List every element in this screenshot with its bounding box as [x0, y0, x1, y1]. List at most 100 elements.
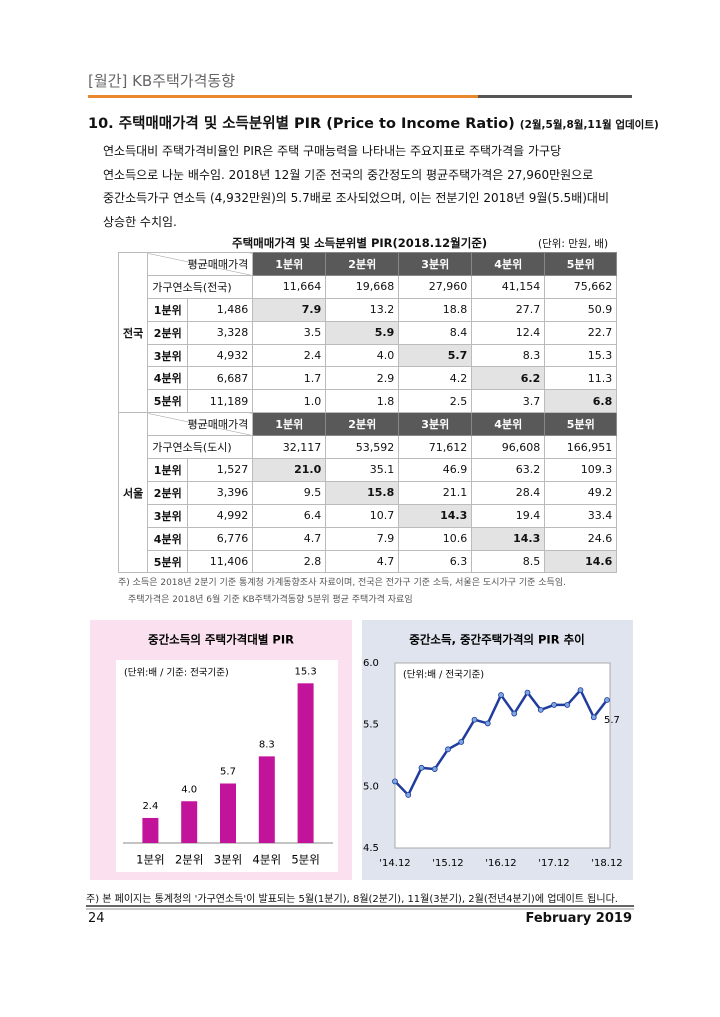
header-diag-cell: 평균매매가격	[147, 252, 254, 276]
paragraph-line: 연소득대비 주택가격비율인 PIR은 주택 구매능력을 나타내는 주요지표로 주…	[103, 144, 562, 158]
pir-cell: 5.7	[398, 343, 473, 368]
value-label: 15.3	[294, 666, 316, 677]
table-row: 가구연소득(도시) 32,117 53,592 71,612 96,608 166,951	[119, 435, 618, 460]
pir-cell: 4.2	[398, 366, 473, 391]
table-row: 가구연소득(전국) 11,664 19,668 27,960 41,154 75,662	[119, 274, 618, 299]
pir-table: 전국 평균매매가격 1분위 2분위 3분위 4분위 5분위 가구연소득(전국) 11,664 19…	[117, 251, 618, 574]
x-tick-label: '16.12	[485, 858, 516, 869]
table-row: 3분위 4,932 2.4 4.0 5.7 8.3 15.3	[119, 343, 618, 368]
section-update: (2월,5월,8월,11월 업데이트)	[519, 119, 659, 131]
region-cell: 전국	[117, 251, 149, 414]
pir-cell: 109.3	[544, 458, 618, 482]
quintile-cell: 3분위	[147, 343, 189, 368]
marker	[590, 714, 597, 721]
x-tick-label: '14.12	[379, 858, 410, 869]
marker	[458, 739, 465, 745]
x-tick-label: 5분위	[291, 853, 319, 867]
table-row: 3분위 4,992 6.4 10.7 14.3 19.4 33.4	[119, 503, 618, 528]
quintile-cell: 2분위	[147, 320, 189, 345]
pir-cell: 22.7	[544, 320, 618, 345]
income-cell: 11,664	[252, 274, 327, 299]
x-tick-label: '17.12	[538, 858, 569, 869]
table-row: 4분위 6,687 1.7 2.9 4.2 6.2 11.3	[119, 366, 618, 391]
marker	[471, 716, 478, 723]
table-row: 전국 평균매매가격 1분위 2분위 3분위 4분위 5분위	[117, 251, 618, 414]
quintile-cell: 4분위	[147, 526, 189, 551]
pir-cell: 50.9	[544, 297, 618, 322]
header-cell: 4분위	[471, 412, 546, 437]
header-title: [월간] KB주택가격동향	[88, 72, 235, 90]
pir-cell: 2.8	[252, 549, 327, 574]
x-tick-label: '15.12	[432, 858, 463, 869]
income-cell: 3,396	[187, 480, 254, 505]
marker	[484, 720, 491, 727]
paragraph-line: 연소득으로 나눈 배수임. 2018년 12월 기준 전국의 중간정도의 평균주…	[103, 167, 594, 182]
header-cell: 4분위	[471, 252, 546, 276]
chart-note: (단위:배 / 기준: 전국기준)	[124, 667, 229, 679]
bar	[142, 817, 159, 843]
income-cell: 3,328	[187, 320, 254, 345]
pir-cell: 14.3	[471, 526, 546, 551]
income-cell: 41,154	[471, 274, 546, 299]
marker	[445, 746, 451, 753]
value-label: 4.0	[181, 784, 197, 795]
marker	[577, 687, 584, 694]
marker	[524, 689, 531, 696]
section-title: 10. 주택매매가격 및 소득분위별 PIR (Price to Income …	[88, 112, 659, 133]
bar	[220, 783, 236, 843]
value-label: 5.7	[604, 715, 620, 726]
chart-title: 중간소득의 주택가격대별 PIR	[148, 633, 294, 647]
header-cell: 3분위	[398, 412, 473, 437]
header-cell: 5분위	[544, 252, 618, 276]
bar	[181, 801, 198, 843]
pir-cell: 24.6	[544, 526, 618, 551]
header-cell: 3분위	[398, 252, 473, 276]
marker	[604, 697, 610, 703]
income-cell: 32,117	[252, 435, 327, 460]
pir-cell: 4.7	[252, 526, 327, 551]
x-tick-label: 2분위	[175, 853, 203, 867]
header-cell: 1분위	[252, 412, 327, 437]
line-plot-bg	[394, 662, 611, 849]
table-title: 주택매매가격 및 소득분위별 PIR(2018.12월기준)	[232, 236, 488, 250]
header-rule-dark	[478, 95, 632, 98]
pir-cell: 21.0	[252, 458, 327, 482]
marker	[551, 702, 557, 708]
y-tick-label: 5.0	[363, 781, 379, 792]
income-cell: 6,687	[187, 366, 254, 391]
bar	[297, 683, 314, 843]
footer-note: 주) 본 페이지는 통계청의 '가구연소득'이 발표되는 5월(1분기), 8월…	[86, 894, 618, 905]
header-rule	[88, 95, 478, 98]
marker	[392, 778, 398, 785]
table-note: 주) 소득은 2018년 2분기 기준 통계청 가계동향조사 자료이며, 전국은…	[118, 578, 566, 588]
page-number: 24	[88, 911, 105, 926]
pir-cell: 12.4	[471, 320, 546, 345]
table-row: 1분위 1,486 7.9 13.2 18.8 27.7 50.9	[119, 297, 618, 322]
header-cell: 2분위	[325, 412, 400, 437]
chart-title: 중간소득, 중간주택가격의 PIR 추이	[409, 633, 584, 647]
y-tick-label: 4.5	[363, 843, 379, 854]
marker	[405, 792, 412, 798]
pir-cell: 10.7	[325, 503, 400, 528]
quintile-cell: 5분위	[147, 549, 189, 574]
marker	[418, 764, 425, 771]
x-tick-label: 3분위	[214, 853, 242, 867]
x-tick-label: '18.12	[591, 858, 622, 869]
value-label: 5.7	[220, 767, 236, 778]
pir-cell: 6.8	[544, 389, 618, 414]
pir-cell: 46.9	[398, 458, 473, 482]
table-row: 5분위 11,406 2.8 4.7 6.3 8.5 14.6	[119, 549, 618, 574]
x-tick-label: 1분위	[136, 853, 164, 867]
pir-cell: 4.7	[325, 549, 400, 574]
table-row: 2분위 3,396 9.5 15.8 21.1 28.4 49.2	[119, 480, 618, 505]
pir-cell: 8.4	[398, 320, 473, 345]
income-cell: 4,992	[187, 503, 254, 528]
pir-cell: 14.3	[398, 503, 473, 528]
income-cell: 4,932	[187, 343, 254, 368]
income-cell: 96,608	[471, 435, 546, 460]
table-notes: 주) 소득은 2018년 2분기 기준 통계청 가계동향조사 자료이며, 전국은…	[118, 575, 566, 609]
bar	[258, 756, 275, 843]
quintile-cell: 3분위	[147, 503, 189, 528]
